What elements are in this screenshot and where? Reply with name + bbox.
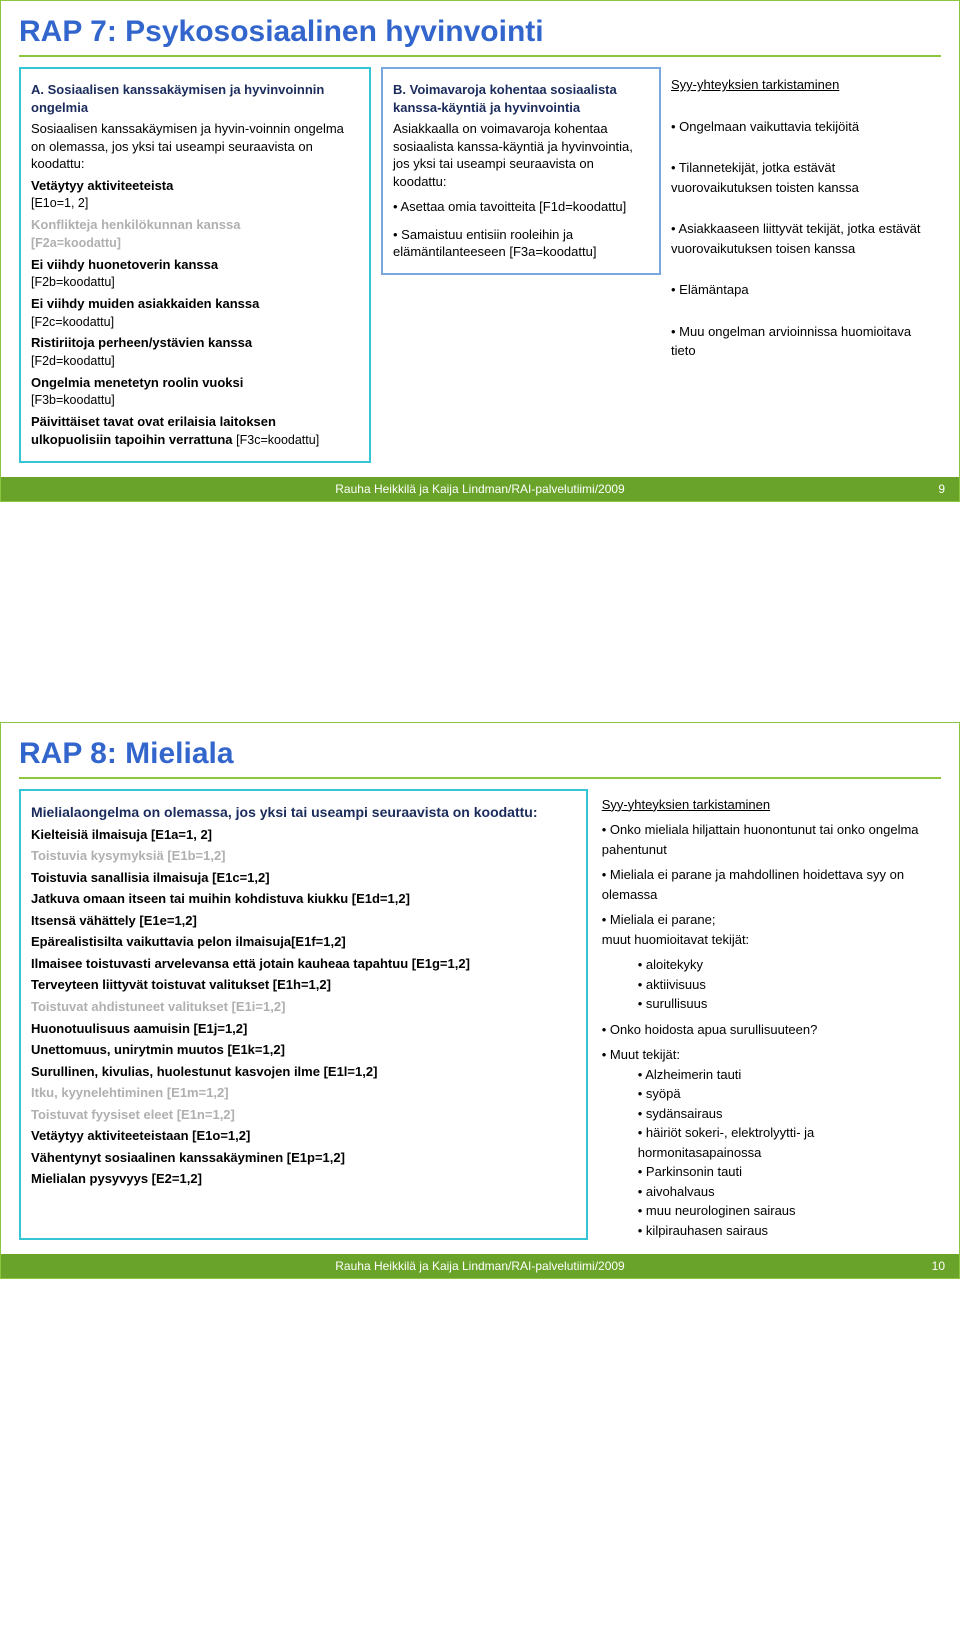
box-a-item5: Ongelmia menetetyn roolin vuoksi bbox=[31, 375, 243, 390]
s8-right-p3b: muut huomioitavat tekijät: bbox=[602, 930, 941, 950]
box-mood-heading: Mielialaongelma on olemassa, jos yksi ta… bbox=[31, 803, 576, 822]
s8-p3-2: • surullisuus bbox=[638, 994, 941, 1014]
slide7-footer-text: Rauha Heikkilä ja Kaija Lindman/RAI-palv… bbox=[335, 482, 624, 496]
box-a: A. Sosiaalisen kanssakäymisen ja hyvinvo… bbox=[19, 67, 371, 463]
s8-p5-6: • muu neurologinen sairaus bbox=[638, 1201, 941, 1221]
box-a-item0: Vetäytyy aktiviteeteista bbox=[31, 178, 173, 193]
s7-right-3: • Elämäntapa bbox=[671, 280, 933, 300]
s8-it4: Itsensä vähättely [E1e=1,2] bbox=[31, 912, 576, 930]
box-b-b1: • Asettaa omia tavoitteita [F1d=koodattu… bbox=[393, 198, 649, 216]
s8-right-heading: Syy-yhteyksien tarkistaminen bbox=[602, 795, 941, 815]
slide7-col1: A. Sosiaalisen kanssakäymisen ja hyvinvo… bbox=[19, 67, 371, 463]
slide7-title: RAP 7: Psykososiaalinen hyvinvointi bbox=[19, 15, 941, 57]
box-b-heading: B. Voimavaroja kohentaa sosiaalista kans… bbox=[393, 81, 649, 116]
box-a-code3: [F2c=koodattu] bbox=[31, 315, 114, 329]
slide8-rightcol: Syy-yhteyksien tarkistaminen • Onko miel… bbox=[602, 789, 941, 1241]
box-a-item2: Ei viihdy huonetoverin kanssa bbox=[31, 257, 218, 272]
slide8-footer-text: Rauha Heikkilä ja Kaija Lindman/RAI-palv… bbox=[335, 1259, 624, 1273]
s7-right-heading: Syy-yhteyksien tarkistaminen bbox=[671, 75, 933, 95]
slide8-row: Mielialaongelma on olemassa, jos yksi ta… bbox=[19, 789, 941, 1241]
s8-it8: Toistuvat ahdistuneet valitukset [E1i=1,… bbox=[31, 998, 576, 1016]
s8-it7: Terveyteen liittyvät toistuvat valitukse… bbox=[31, 976, 576, 994]
s8-it0: Kielteisiä ilmaisuja [E1a=1, 2] bbox=[31, 826, 576, 844]
s8-p3-0: • aloitekyky bbox=[638, 955, 941, 975]
slide-gap bbox=[0, 502, 960, 722]
s8-p5-5: • aivohalvaus bbox=[638, 1182, 941, 1202]
slide7-col2: B. Voimavaroja kohentaa sosiaalista kans… bbox=[381, 67, 661, 275]
box-b-intro: Asiakkaalla on voimavaroja kohentaa sosi… bbox=[393, 120, 649, 190]
box-a-intro: Sosiaalisen kanssakäymisen ja hyvin-voin… bbox=[31, 120, 359, 173]
s8-right-p1: • Onko mieliala hiljattain huonontunut t… bbox=[602, 820, 941, 859]
s8-p5-7: • kilpirauhasen sairaus bbox=[638, 1221, 941, 1241]
slide7-pagenum: 9 bbox=[938, 477, 945, 501]
box-mood: Mielialaongelma on olemassa, jos yksi ta… bbox=[19, 789, 588, 1241]
s8-it1: Toistuvia kysymyksiä [E1b=1,2] bbox=[31, 847, 576, 865]
s8-it15: Vähentynyt sosiaalinen kanssakäyminen [E… bbox=[31, 1149, 576, 1167]
slide-rap7: RAP 7: Psykososiaalinen hyvinvointi A. S… bbox=[0, 0, 960, 502]
s8-right-p3list: • aloitekyky • aktiivisuus • surullisuus bbox=[602, 955, 941, 1014]
slide7-columns: A. Sosiaalisen kanssakäymisen ja hyvinvo… bbox=[19, 67, 941, 463]
box-a-item1: Konflikteja henkilökunnan kanssa bbox=[31, 217, 241, 232]
s8-p5-3: • häiriöt sokeri-, elektrolyytti- ja hor… bbox=[638, 1123, 941, 1162]
box-a-code0: [E1o=1, 2] bbox=[31, 196, 88, 210]
s7-right-4: • Muu ongelman arvioinnissa huomioitava … bbox=[671, 322, 933, 361]
s8-right-p5list: • Alzheimerin tauti • syöpä • sydänsaira… bbox=[602, 1065, 941, 1241]
s8-right-p5: • Muut tekijät: bbox=[602, 1045, 941, 1065]
box-a-code1: [F2a=koodattu] bbox=[31, 236, 121, 250]
s8-it10: Unettomuus, unirytmin muutos [E1k=1,2] bbox=[31, 1041, 576, 1059]
s8-p3-1: • aktiivisuus bbox=[638, 975, 941, 995]
s8-it11: Surullinen, kivulias, huolestunut kasvoj… bbox=[31, 1063, 576, 1081]
box-a-item4: Ristiriitoja perheen/ystävien kanssa bbox=[31, 335, 252, 350]
s8-it13: Toistuvat fyysiset eleet [E1n=1,2] bbox=[31, 1106, 576, 1124]
s8-p5-1: • syöpä bbox=[638, 1084, 941, 1104]
box-a-item3: Ei viihdy muiden asiakkaiden kanssa bbox=[31, 296, 259, 311]
s8-it2: Toistuvia sanallisia ilmaisuja [E1c=1,2] bbox=[31, 869, 576, 887]
s8-it16: Mielialan pysyvyys [E2=1,2] bbox=[31, 1170, 576, 1188]
s7-right-1: • Tilannetekijät, jotka estävät vuorovai… bbox=[671, 158, 933, 197]
s8-p5-2: • sydänsairaus bbox=[638, 1104, 941, 1124]
s8-it12: Itku, kyynelehtiminen [E1m=1,2] bbox=[31, 1084, 576, 1102]
s8-it5: Epärealistisilta vaikuttavia pelon ilmai… bbox=[31, 933, 576, 951]
s8-p5-0: • Alzheimerin tauti bbox=[638, 1065, 941, 1085]
s8-right-p2: • Mieliala ei parane ja mahdollinen hoid… bbox=[602, 865, 941, 904]
slide7-col3: Syy-yhteyksien tarkistaminen • Ongelmaan… bbox=[671, 67, 933, 367]
slide8-footer: Rauha Heikkilä ja Kaija Lindman/RAI-palv… bbox=[1, 1254, 959, 1278]
box-a-code6: [F3c=koodattu] bbox=[236, 433, 319, 447]
box-a-heading: A. Sosiaalisen kanssakäymisen ja hyvinvo… bbox=[31, 81, 359, 116]
box-b-b2: • Samaistuu entisiin rooleihin ja elämän… bbox=[393, 226, 649, 261]
box-a-code5: [F3b=koodattu] bbox=[31, 393, 115, 407]
s8-p5-4: • Parkinsonin tauti bbox=[638, 1162, 941, 1182]
s8-it14: Vetäytyy aktiviteeteistaan [E1o=1,2] bbox=[31, 1127, 576, 1145]
s7-right-2: • Asiakkaaseen liittyvät tekijät, jotka … bbox=[671, 219, 933, 258]
s8-right-p3a: • Mieliala ei parane; bbox=[602, 910, 941, 930]
box-a-code4: [F2d=koodattu] bbox=[31, 354, 115, 368]
slide7-footer: Rauha Heikkilä ja Kaija Lindman/RAI-palv… bbox=[1, 477, 959, 501]
s8-it6: Ilmaisee toistuvasti arvelevansa että jo… bbox=[31, 955, 576, 973]
box-b: B. Voimavaroja kohentaa sosiaalista kans… bbox=[381, 67, 661, 275]
s8-it9: Huonotuulisuus aamuisin [E1j=1,2] bbox=[31, 1020, 576, 1038]
s8-right-p4: • Onko hoidosta apua surullisuuteen? bbox=[602, 1020, 941, 1040]
slide-rap8: RAP 8: Mieliala Mielialaongelma on olema… bbox=[0, 722, 960, 1280]
slide8-pagenum: 10 bbox=[932, 1254, 945, 1278]
box-a-code2: [F2b=koodattu] bbox=[31, 275, 115, 289]
slide8-title: RAP 8: Mieliala bbox=[19, 737, 941, 779]
s7-right-0: • Ongelmaan vaikuttavia tekijöitä bbox=[671, 117, 933, 137]
s8-it3: Jatkuva omaan itseen tai muihin kohdistu… bbox=[31, 890, 576, 908]
